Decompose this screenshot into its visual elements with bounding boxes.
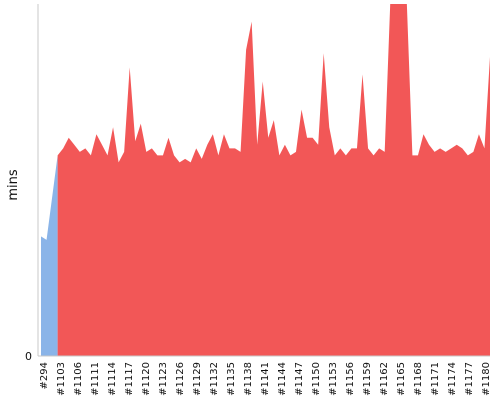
y-tick-label-0: 0 — [25, 350, 32, 363]
x-tick-label: #1150 — [311, 362, 322, 396]
x-tick-label: #1174 — [447, 362, 458, 396]
x-tick-label: #1103 — [56, 362, 67, 396]
x-tick-label: #1156 — [345, 362, 356, 396]
x-tick-label: #1159 — [362, 362, 373, 396]
x-tick-label: #1135 — [226, 362, 237, 396]
x-tick-label: #1111 — [90, 362, 101, 396]
y-axis-title: mins — [6, 169, 21, 201]
x-tick-label: #1141 — [260, 362, 271, 396]
area-series-2 — [57, 4, 490, 356]
plot-area — [41, 4, 490, 356]
x-tick-label: #294 — [39, 362, 50, 389]
x-tick-label: #1168 — [413, 362, 424, 396]
x-tick-label: #1123 — [158, 362, 169, 396]
x-tick-label: #1144 — [277, 362, 288, 396]
x-tick-label: #1117 — [124, 362, 135, 396]
x-tick-label: #1147 — [294, 362, 305, 396]
x-tick-label: #1165 — [396, 362, 407, 396]
x-tick-label: #1114 — [107, 362, 118, 396]
x-tick-label: #1126 — [175, 362, 186, 396]
x-tick-label: #1132 — [209, 362, 220, 396]
x-tick-label: #1153 — [328, 362, 339, 396]
x-tick-label: #1129 — [192, 362, 203, 396]
x-tick-label: #1177 — [464, 362, 475, 396]
x-tick-label: #1138 — [243, 362, 254, 396]
area-series-1 — [41, 155, 58, 356]
x-tick-label: #1106 — [73, 362, 84, 396]
x-tick-labels: #294 #1103 #1106 #1111 #1114 #1117 #1120 #1123 #… — [39, 362, 492, 396]
x-tick-label: #1180 — [481, 362, 492, 396]
x-tick-label: #1171 — [430, 362, 441, 396]
x-tick-label: #1162 — [379, 362, 390, 396]
x-tick-label: #1120 — [141, 362, 152, 396]
